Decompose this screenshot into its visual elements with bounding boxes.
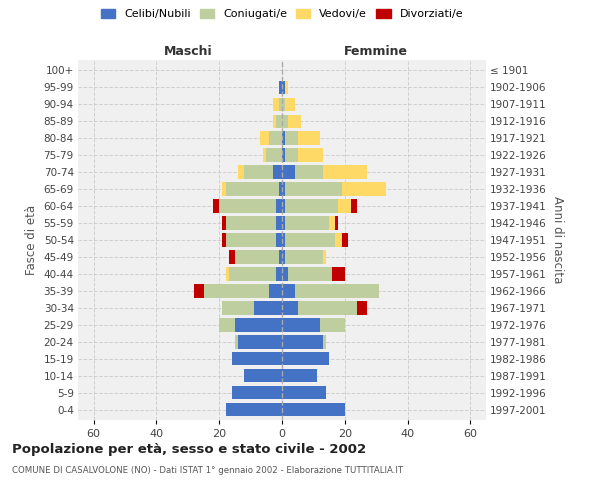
Bar [335,216,338,230]
Bar [203,284,269,298]
Bar [272,98,279,111]
Bar [335,234,341,246]
Bar [351,200,358,212]
Bar [285,250,323,264]
Bar [238,166,244,178]
Bar [282,166,295,178]
Bar [279,250,282,264]
Text: Maschi: Maschi [164,46,212,59]
Bar [229,250,235,264]
Bar [323,336,326,348]
Bar [282,182,285,196]
Bar [226,216,276,230]
Bar [226,182,279,196]
Bar [282,98,285,111]
Bar [235,336,238,348]
Bar [282,352,329,366]
Bar [341,182,386,196]
Bar [263,148,266,162]
Bar [295,166,323,178]
Bar [235,318,282,332]
Bar [282,200,285,212]
Bar [282,403,345,416]
Bar [244,166,272,178]
Bar [282,268,288,280]
Bar [276,268,282,280]
Bar [194,284,203,298]
Bar [282,132,285,144]
Bar [219,200,276,212]
Bar [279,182,282,196]
Bar [329,216,335,230]
Y-axis label: Fasce di età: Fasce di età [25,205,38,275]
Bar [282,216,285,230]
Bar [332,268,345,280]
Y-axis label: Anni di nascita: Anni di nascita [551,196,563,284]
Bar [338,200,351,212]
Bar [298,132,320,144]
Bar [269,132,282,144]
Bar [285,80,288,94]
Bar [285,182,341,196]
Bar [282,336,323,348]
Bar [285,234,335,246]
Bar [254,302,282,314]
Bar [272,114,276,128]
Bar [276,200,282,212]
Bar [288,114,301,128]
Bar [285,200,338,212]
Bar [282,369,317,382]
Bar [279,98,282,111]
Bar [272,166,282,178]
Bar [288,268,332,280]
Bar [320,318,345,332]
Bar [282,284,295,298]
Bar [266,148,282,162]
Bar [285,148,298,162]
Bar [223,302,254,314]
Bar [282,234,285,246]
Bar [226,268,229,280]
Bar [276,114,282,128]
Bar [285,98,295,111]
Bar [282,302,298,314]
Bar [219,318,235,332]
Bar [235,250,279,264]
Bar [282,114,288,128]
Bar [226,234,276,246]
Bar [358,302,367,314]
Bar [229,268,276,280]
Bar [282,318,320,332]
Bar [298,302,358,314]
Text: COMUNE DI CASALVOLONE (NO) - Dati ISTAT 1° gennaio 2002 - Elaborazione TUTTITALI: COMUNE DI CASALVOLONE (NO) - Dati ISTAT … [12,466,403,475]
Bar [282,386,326,400]
Bar [238,336,282,348]
Bar [282,148,285,162]
Bar [276,234,282,246]
Bar [276,216,282,230]
Bar [223,234,226,246]
Bar [282,80,285,94]
Text: Popolazione per età, sesso e stato civile - 2002: Popolazione per età, sesso e stato civil… [12,442,366,456]
Bar [226,403,282,416]
Bar [323,166,367,178]
Text: Femmine: Femmine [344,46,408,59]
Legend: Celibi/Nubili, Coniugati/e, Vedovi/e, Divorziati/e: Celibi/Nubili, Coniugati/e, Vedovi/e, Di… [98,6,466,22]
Bar [285,132,298,144]
Bar [285,216,329,230]
Bar [232,352,282,366]
Bar [244,369,282,382]
Bar [223,216,226,230]
Bar [279,80,282,94]
Bar [223,182,226,196]
Bar [260,132,269,144]
Bar [269,284,282,298]
Bar [282,250,285,264]
Bar [298,148,323,162]
Bar [323,250,326,264]
Bar [232,386,282,400]
Bar [213,200,219,212]
Bar [295,284,379,298]
Bar [341,234,348,246]
